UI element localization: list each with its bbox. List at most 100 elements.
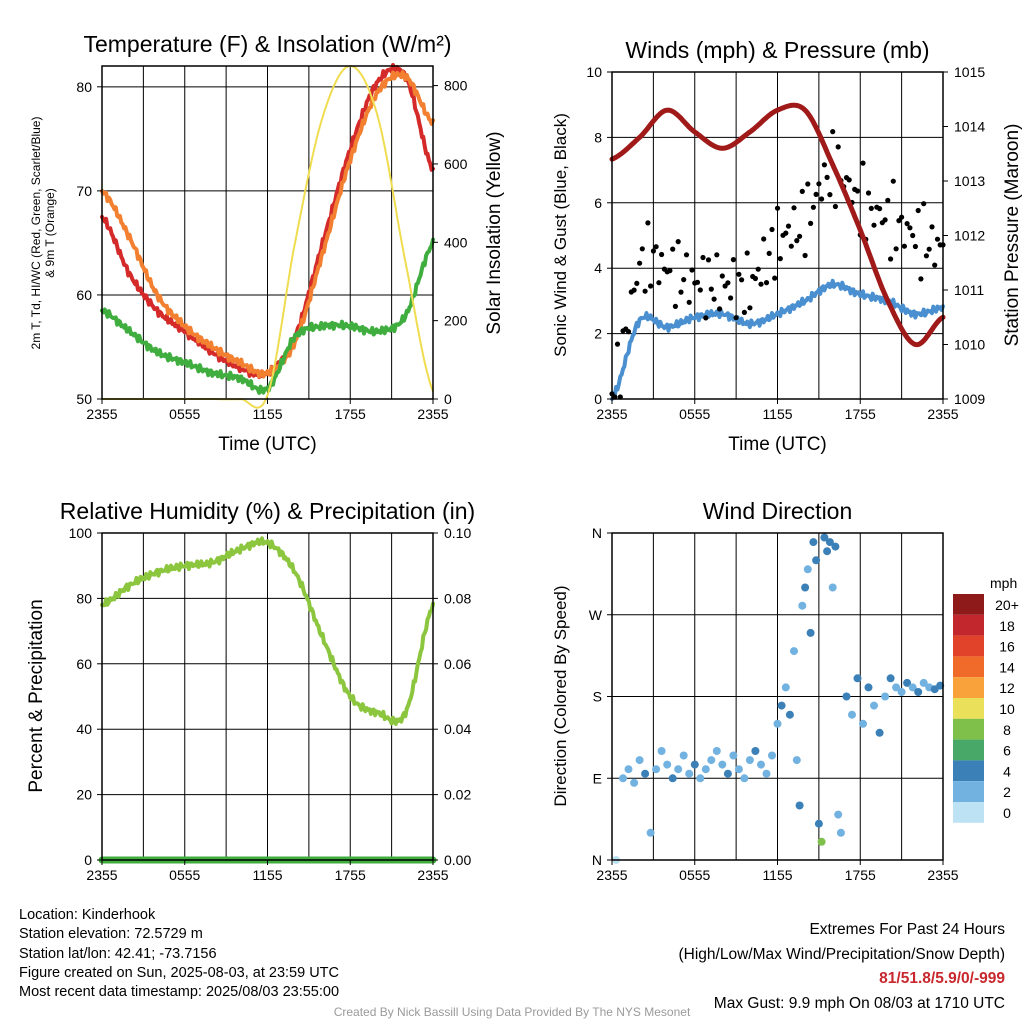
direction-point	[751, 747, 760, 755]
direction-point	[723, 769, 732, 778]
y-tick-label: 4	[594, 260, 602, 276]
y2-tick-label: 400	[444, 234, 468, 250]
legend-label: 4	[1003, 763, 1011, 779]
y-tick-label: 50	[76, 391, 92, 407]
direction-point	[707, 756, 716, 765]
gust-point	[752, 275, 759, 282]
direction-point	[773, 719, 782, 728]
direction-point	[903, 678, 912, 687]
direction-point	[914, 688, 923, 696]
direction-point	[768, 751, 776, 760]
direction-point	[836, 828, 845, 837]
gust-point	[650, 248, 657, 254]
gust-point	[686, 299, 692, 305]
gust-point	[888, 256, 894, 262]
x-tick-label: 1155	[762, 867, 792, 883]
extremes-title: Extremes For Past 24 Hours	[809, 921, 1005, 938]
y2-tick-label: 200	[444, 313, 468, 329]
y2-tick-label: 1014	[954, 119, 985, 135]
gust-point	[744, 250, 750, 256]
y-tick-label: 2	[594, 326, 602, 342]
gust-point	[910, 232, 916, 239]
station-location: Location: Kinderhook	[19, 907, 156, 923]
legend-label: 20+	[995, 597, 1019, 613]
direction-point	[745, 756, 754, 765]
gust-point	[926, 246, 932, 252]
gust-point	[637, 260, 643, 266]
gust-point	[672, 303, 679, 309]
gust-point	[819, 196, 825, 202]
station-latlon: Station lat/lon: 42.41; -73.7156	[19, 945, 217, 962]
gust-point	[797, 233, 803, 239]
gust-point	[755, 266, 761, 272]
y2-tick-label: 0.08	[444, 590, 471, 606]
direction-point	[619, 774, 627, 783]
y-tick-label: 20	[76, 787, 92, 803]
gust-point	[808, 220, 814, 226]
x-tick-label: 1155	[252, 406, 282, 422]
gust-point	[934, 236, 941, 242]
y2-tick-label: 0.10	[444, 525, 471, 541]
y-tick-label: S	[593, 689, 602, 705]
recent-timestamp: Most recent data timestamp: 2025/08/03 2…	[19, 984, 340, 1001]
y2-tick-label: 1011	[954, 282, 984, 298]
y2-tick-label: 1012	[954, 228, 985, 244]
x-tick-label: 2355	[596, 867, 627, 883]
y-tick-label: N	[592, 852, 602, 868]
gust-point	[777, 256, 783, 262]
gust-point	[741, 309, 748, 315]
gust-point	[921, 201, 927, 207]
direction-point	[696, 774, 705, 783]
legend-label: 6	[1003, 743, 1011, 759]
gust-point	[918, 276, 924, 282]
direction-point	[831, 542, 840, 551]
gust-point	[763, 280, 770, 286]
gust-point	[689, 267, 695, 273]
chart-title: Winds (mph) & Pressure (mb)	[625, 37, 929, 63]
direction-point	[812, 556, 821, 565]
direction-point	[630, 778, 639, 787]
direction-point	[853, 674, 862, 683]
legend-label: 12	[999, 680, 1015, 696]
direction-point	[785, 710, 794, 719]
x-tick-label: 2355	[927, 867, 958, 883]
legend-label: 18	[999, 618, 1015, 634]
gust-point	[631, 287, 637, 293]
chart-title: Temperature (F) & Insolation (W/m²)	[83, 31, 451, 57]
x-tick-label: 2355	[86, 406, 117, 422]
y2-tick-label: 0	[444, 391, 452, 407]
direction-point	[690, 760, 699, 769]
gust-point	[739, 277, 745, 283]
x-tick-label: 1755	[335, 867, 366, 883]
direction-point	[729, 751, 738, 760]
direction-point	[803, 565, 812, 574]
gust-point	[923, 253, 930, 259]
direction-point	[919, 678, 928, 687]
grid-lines	[102, 533, 433, 860]
gust-point	[708, 286, 714, 292]
chart-panel-3: Relative Humidity (%) & Precipitation (i…	[26, 498, 475, 883]
gust-point	[642, 288, 648, 294]
credit-line: Created By Nick Bassill Using Data Provi…	[333, 1005, 691, 1019]
extremes-panel: Extremes For Past 24 Hours (High/Low/Max…	[679, 918, 1006, 1016]
y-axis-label: 2m T, Td, HI/WC (Red, Green, Scarlet/Blu…	[29, 117, 57, 350]
gust-point	[813, 191, 819, 197]
series-line	[100, 536, 435, 726]
y2-tick-label: 600	[444, 156, 468, 172]
y-tick-label: E	[593, 770, 602, 786]
y-tick-label: W	[589, 607, 603, 623]
y-axis-label: Direction (Colored By Speed)	[551, 585, 570, 806]
gust-point	[854, 188, 861, 194]
gust-point	[932, 262, 938, 268]
direction-point	[875, 728, 884, 737]
gust-point	[675, 239, 681, 245]
gust-point	[681, 277, 687, 283]
y2-tick-label: 1009	[954, 391, 985, 407]
gust-point	[639, 246, 645, 252]
grid-lines	[612, 72, 943, 399]
direction-point	[817, 837, 826, 846]
direction-point	[814, 819, 823, 828]
direction-point	[936, 681, 945, 690]
direction-point	[674, 765, 683, 774]
